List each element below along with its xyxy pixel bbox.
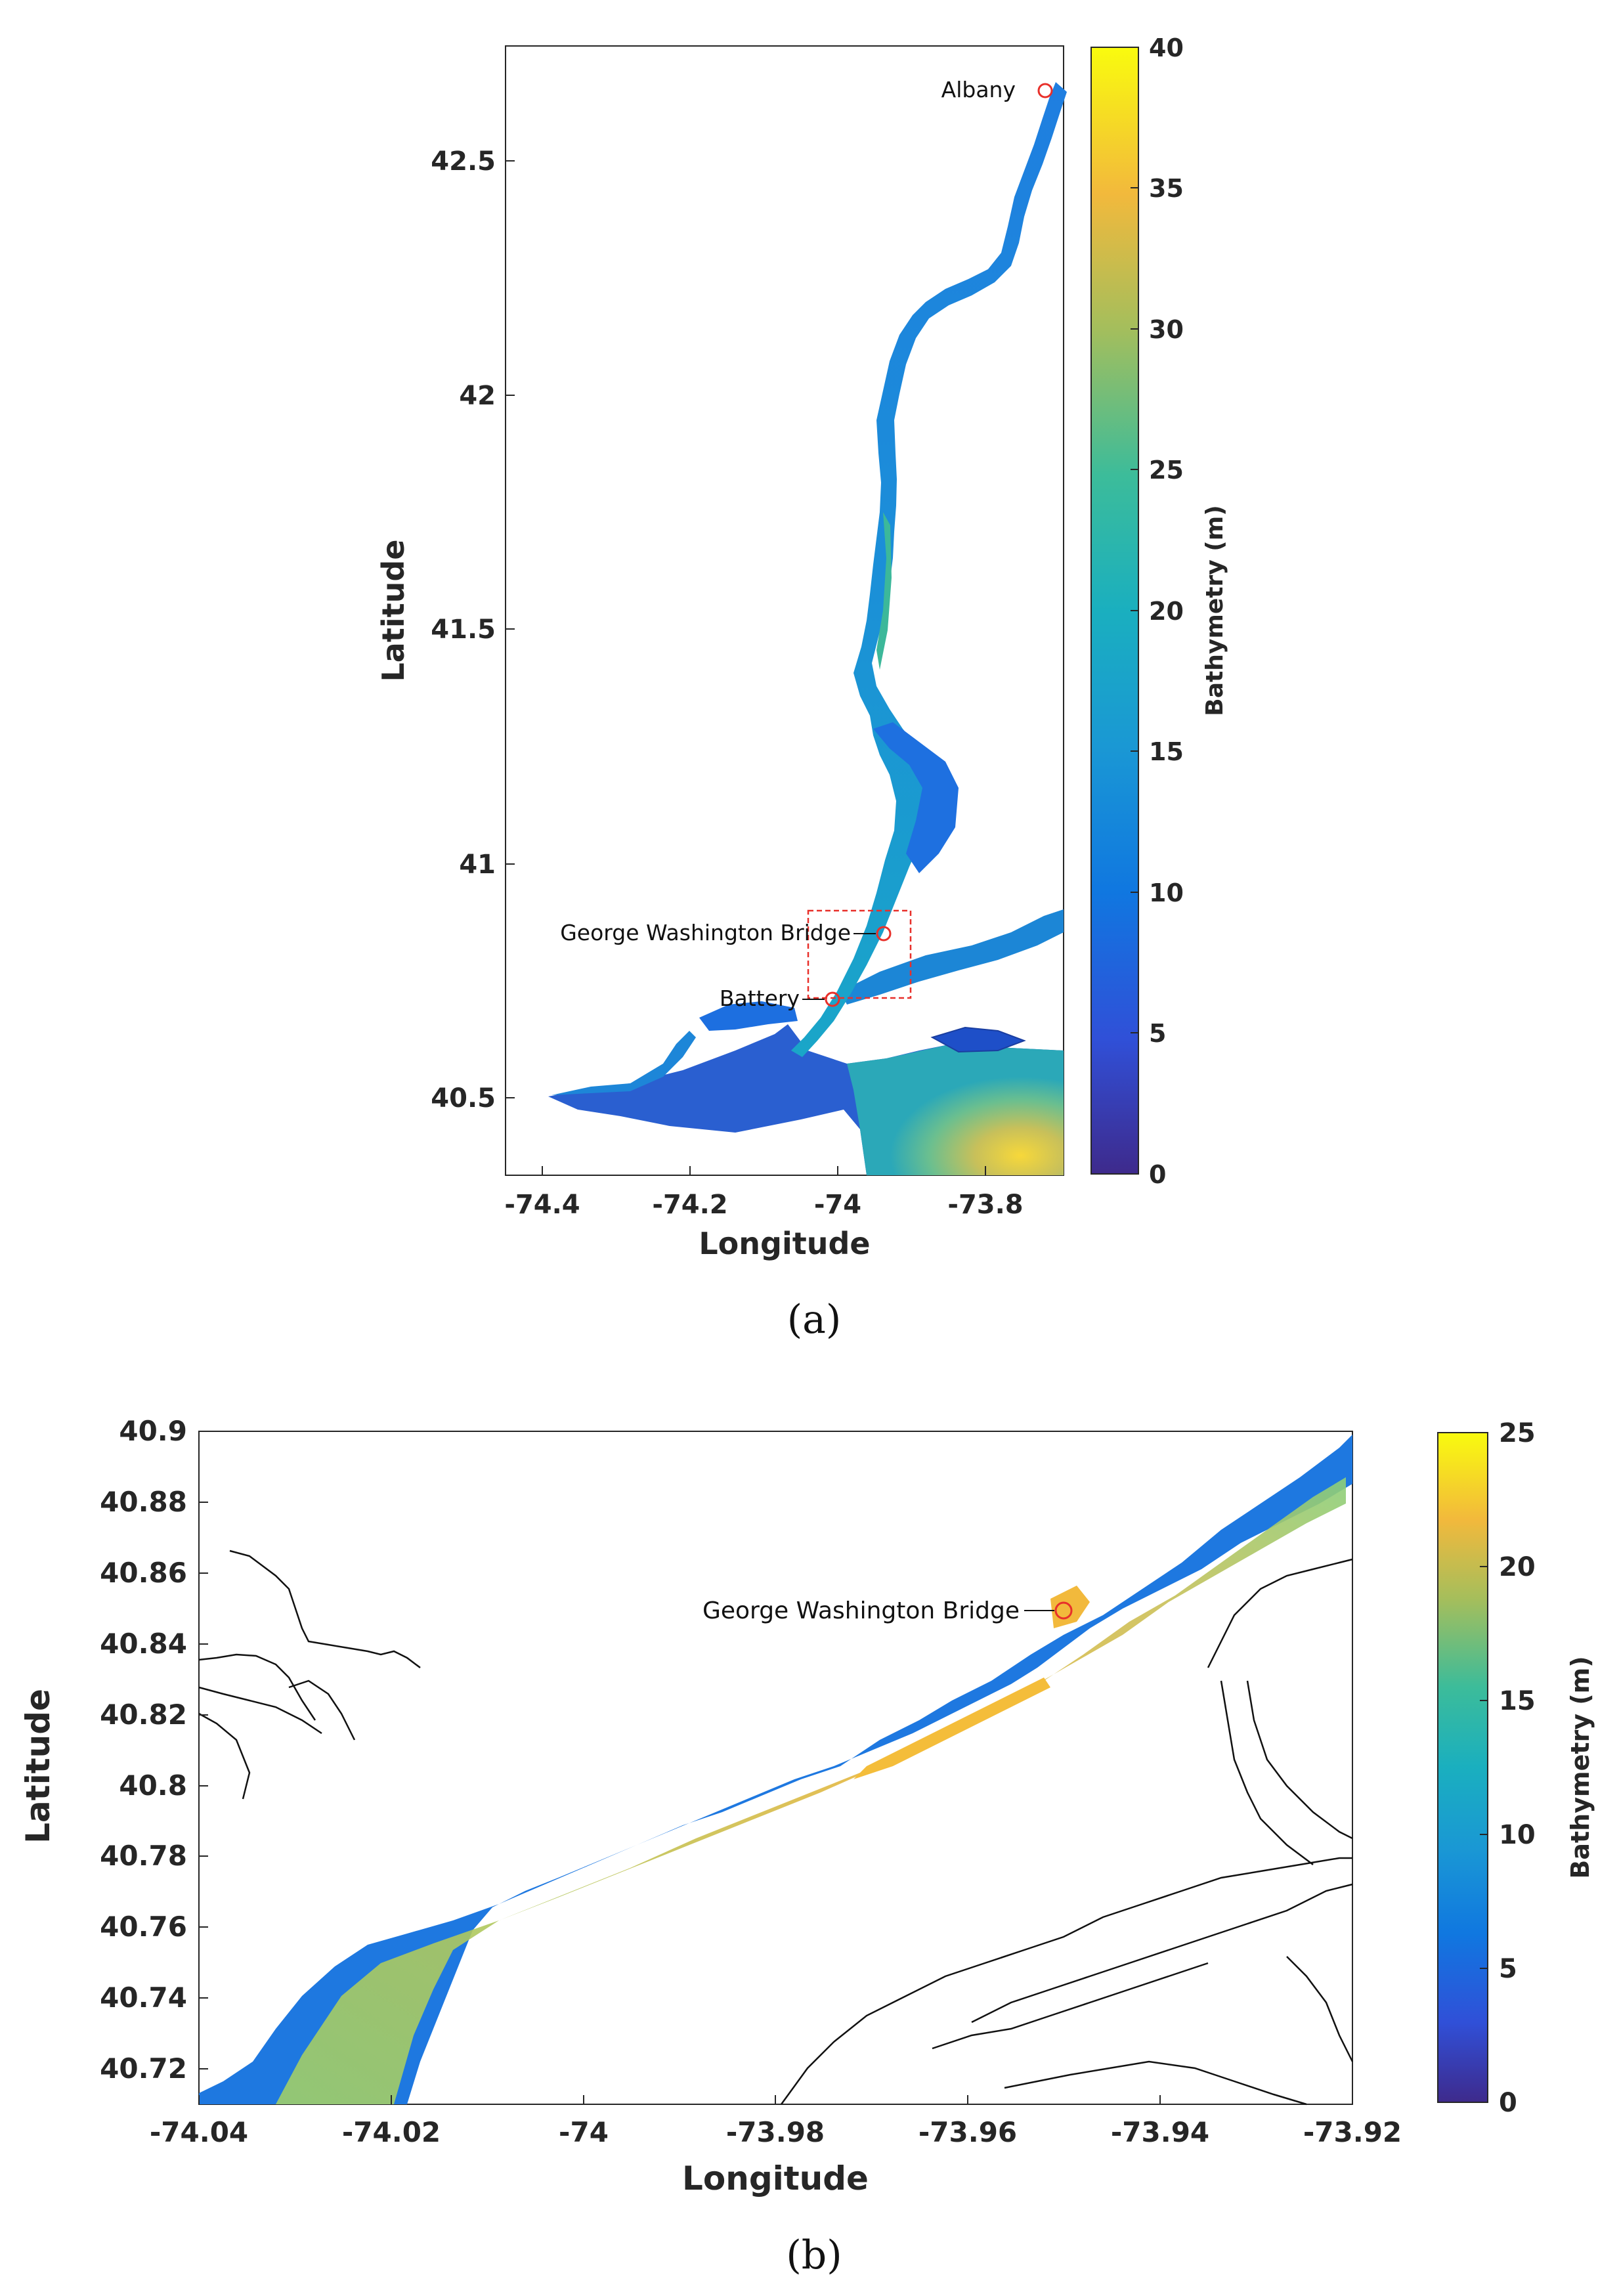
panel-a-colorbar-ticks: [1131, 47, 1138, 1175]
panel-a-cbar-tick: 0: [1149, 1160, 1166, 1189]
panel-b-caption: (b): [786, 2232, 842, 2278]
panel-a-y-tick: 42: [459, 381, 496, 411]
panel-a-axes: [505, 45, 1064, 1176]
panel-a-x-tick: -74.4: [504, 1190, 580, 1220]
panel-a-x-tick: -74: [814, 1190, 861, 1220]
newark-bay: [699, 1001, 798, 1031]
panel-b-cbar-tick: 5: [1499, 1954, 1517, 1984]
albany-marker: [1037, 83, 1053, 98]
panel-b-x-tick: -74.02: [342, 2116, 441, 2148]
hudson-channel-b-core: [853, 1678, 1050, 1779]
panel-b-x-tick: -73.98: [726, 2116, 825, 2148]
gwb-label-a: George Washington Bridge: [560, 920, 851, 945]
tappan-zee-widening: [873, 722, 959, 873]
panel-b-y-ticks: [199, 1431, 208, 2069]
panel-b-x-ticks: [198, 2095, 1353, 2104]
panel-b-xlabel: Longitude: [682, 2159, 869, 2198]
hudson-deep-reach: [876, 512, 892, 670]
east-river: [840, 909, 1064, 1005]
panel-b-colorbar-ticks: [1480, 1432, 1488, 2103]
panel-b-x-tick: -74.04: [150, 2116, 248, 2148]
panel-b-y-tick: 40.9: [119, 1415, 187, 1447]
panel-a-colorbar-label: Bathymetry (m): [1201, 505, 1228, 716]
panel-b-y-tick: 40.84: [100, 1628, 187, 1660]
panel-b-y-tick: 40.8: [119, 1769, 187, 1802]
shoreline-outlines: [198, 1549, 1354, 2106]
panel-a-cbar-tick: 20: [1149, 597, 1184, 626]
panel-b-y-tick: 40.72: [100, 2052, 187, 2085]
panel-b-colorbar-label: Bathymetry (m): [1566, 1656, 1595, 1878]
gwb-marker-b: [1054, 1601, 1073, 1620]
panel-b: George Washington Bridge -74.04 -74.02 -…: [19, 1415, 1595, 2278]
inset-box: [807, 909, 912, 999]
panel-a-y-ticks: [506, 160, 515, 1098]
panel-a-cbar-tick: 35: [1149, 174, 1184, 203]
panel-b-y-tick: 40.82: [100, 1699, 187, 1731]
panel-b-x-tick: -73.96: [918, 2116, 1017, 2148]
raritan-river: [551, 1031, 696, 1095]
panel-a-x-tick: -74.2: [652, 1190, 727, 1220]
panel-a-y-tick: 42.5: [431, 146, 496, 177]
gwb-marker-a: [876, 926, 892, 942]
panel-a-cbar-tick: 25: [1149, 456, 1184, 485]
panel-b-y-tick: 40.74: [100, 1982, 187, 2014]
albany-label: Albany: [941, 77, 1016, 102]
panel-b-y-tick: 40.86: [100, 1557, 187, 1589]
panel-a-y-tick: 41.5: [431, 615, 496, 645]
battery-label: Battery: [720, 986, 800, 1011]
hudson-channel-b-deep: [276, 1477, 1346, 2104]
gwb-label-b: George Washington Bridge: [702, 1597, 1020, 1624]
panel-a-cbar-tick: 30: [1149, 315, 1184, 344]
panel-b-cbar-tick: 25: [1499, 1418, 1536, 1448]
panel-b-cbar-tick: 0: [1499, 2088, 1517, 2118]
panel-b-y-tick: 40.78: [100, 1840, 187, 1872]
panel-a-cbar-tick: 40: [1149, 33, 1184, 62]
panel-b-ylabel: Latitude: [19, 1689, 57, 1844]
panel-b-colorbar: [1437, 1432, 1488, 2103]
panel-a-y-tick: 40.5: [431, 1083, 496, 1114]
panel-a-xlabel: Longitude: [699, 1226, 870, 1261]
panel-b-x-tick: -73.94: [1111, 2116, 1209, 2148]
panel-a-cbar-tick: 5: [1149, 1019, 1166, 1048]
panel-a-y-tick: 41: [459, 850, 496, 880]
jamaica-bay: [930, 1026, 1026, 1053]
panel-a-caption: (a): [787, 1297, 842, 1343]
panel-a-cbar-tick: 10: [1149, 878, 1184, 907]
panel-b-x-tick: -74: [559, 2116, 609, 2148]
panel-b-cbar-tick: 20: [1499, 1552, 1536, 1582]
panel-b-cbar-tick: 10: [1499, 1820, 1536, 1850]
panel-a-x-tick: -73.8: [947, 1190, 1023, 1220]
lower-bay-deep: [847, 1044, 1064, 1175]
panel-b-y-tick: 40.76: [100, 1911, 187, 1943]
panel-b-x-tick: -73.92: [1303, 2116, 1402, 2148]
panel-a: Albany George Washington Bridge Battery …: [376, 33, 1228, 1343]
battery-marker: [825, 991, 840, 1007]
panel-b-y-tick: 40.88: [100, 1486, 187, 1518]
panel-a-cbar-tick: 15: [1149, 737, 1184, 766]
panel-a-x-ticks: [542, 1166, 986, 1175]
panel-a-ylabel: Latitude: [376, 540, 411, 682]
panel-b-cbar-tick: 15: [1499, 1686, 1536, 1716]
